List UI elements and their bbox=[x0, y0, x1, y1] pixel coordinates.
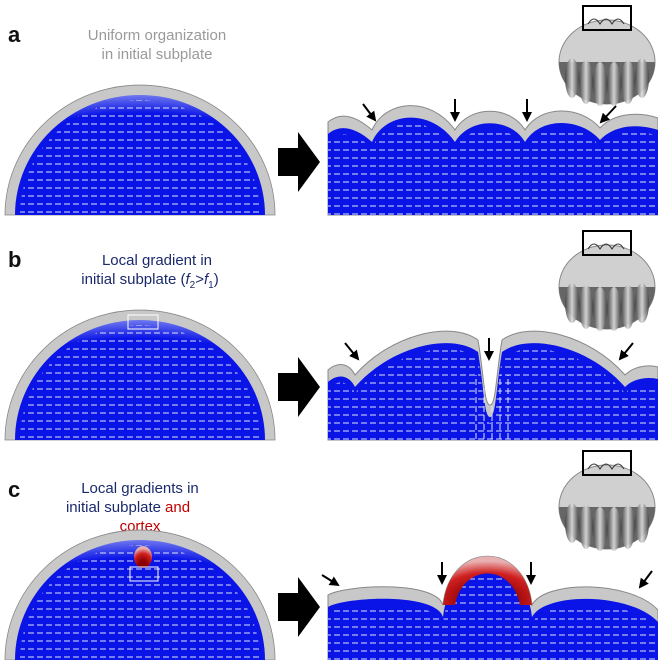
panel-label: c bbox=[8, 477, 20, 502]
text: > bbox=[195, 271, 204, 288]
panel-label: a bbox=[8, 22, 21, 47]
panel-title: Uniform organization in initial subplate bbox=[88, 27, 226, 63]
text: initial subplate ( bbox=[81, 271, 185, 288]
figure: a Uniform organization in initial subplat… bbox=[0, 0, 658, 660]
text: Uniform organization bbox=[88, 27, 226, 44]
text: in initial subplate bbox=[102, 46, 213, 63]
text: Local gradient in bbox=[102, 252, 212, 269]
text: Local gradients in bbox=[81, 480, 199, 497]
text: and bbox=[165, 499, 190, 516]
panel-label: b bbox=[8, 247, 21, 272]
text: initial subplate bbox=[66, 499, 161, 516]
text: ) bbox=[214, 271, 219, 288]
panel-a: a Uniform organization in initial subplat… bbox=[5, 6, 658, 233]
